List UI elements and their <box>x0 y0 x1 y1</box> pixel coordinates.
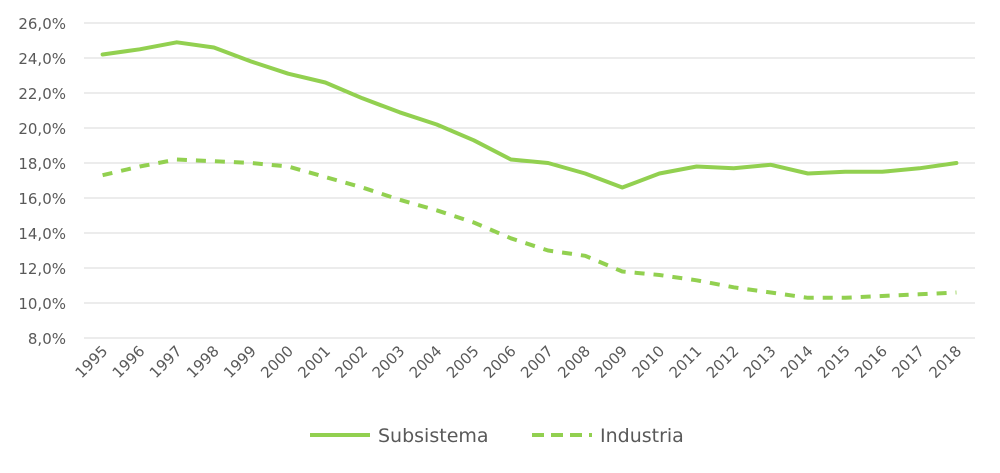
x-tick-label: 2013 <box>740 342 780 382</box>
y-tick-label: 26,0% <box>18 15 66 33</box>
x-tick-label: 2000 <box>257 342 297 382</box>
x-tick-label: 2017 <box>888 342 928 382</box>
x-tick-label: 2007 <box>517 342 557 382</box>
y-tick-label: 12,0% <box>18 260 66 278</box>
y-axis-ticks: 8,0% 10,0% 12,0% 14,0% 16,0% 18,0% 20,0% 22,0% 2… <box>18 15 66 348</box>
x-tick-label: 2018 <box>926 342 966 382</box>
x-tick-label: 1996 <box>109 342 149 382</box>
x-tick-label: 1995 <box>72 342 112 382</box>
x-tick-label: 1998 <box>183 342 223 382</box>
x-tick-label: 2002 <box>332 342 372 382</box>
x-tick-label: 2006 <box>480 342 520 382</box>
x-axis-ticks: 1995199619971998199920002001200220032004… <box>72 342 966 382</box>
x-tick-label: 2016 <box>851 342 891 382</box>
y-tick-label: 20,0% <box>18 120 66 138</box>
series-line-industria <box>102 157 957 300</box>
series-lines <box>100 40 959 300</box>
legend-label-subsistema: Subsistema <box>378 425 489 447</box>
x-tick-label: 2008 <box>554 342 594 382</box>
y-tick-label: 16,0% <box>18 190 66 208</box>
y-tick-label: 8,0% <box>28 330 66 348</box>
x-tick-label: 2012 <box>703 342 743 382</box>
series-line-subsistema <box>100 40 959 190</box>
x-tick-label: 2004 <box>406 342 446 382</box>
x-tick-label: 2014 <box>777 342 817 382</box>
y-tick-label: 14,0% <box>18 225 66 243</box>
x-tick-label: 2011 <box>666 342 706 382</box>
y-tick-label: 18,0% <box>18 155 66 173</box>
x-tick-label: 2015 <box>814 342 854 382</box>
x-tick-label: 2009 <box>591 342 631 382</box>
x-tick-label: 2005 <box>443 342 483 382</box>
legend: Subsistema Industria <box>310 425 684 447</box>
gridlines <box>84 22 975 339</box>
y-tick-label: 10,0% <box>18 295 66 313</box>
x-tick-label: 1999 <box>220 342 260 382</box>
y-tick-label: 22,0% <box>18 85 66 103</box>
y-tick-label: 24,0% <box>18 50 66 68</box>
x-tick-label: 2001 <box>294 342 334 382</box>
x-tick-label: 1997 <box>146 342 186 382</box>
x-tick-label: 2003 <box>369 342 409 382</box>
x-tick-label: 2010 <box>629 342 669 382</box>
legend-label-industria: Industria <box>600 425 684 447</box>
